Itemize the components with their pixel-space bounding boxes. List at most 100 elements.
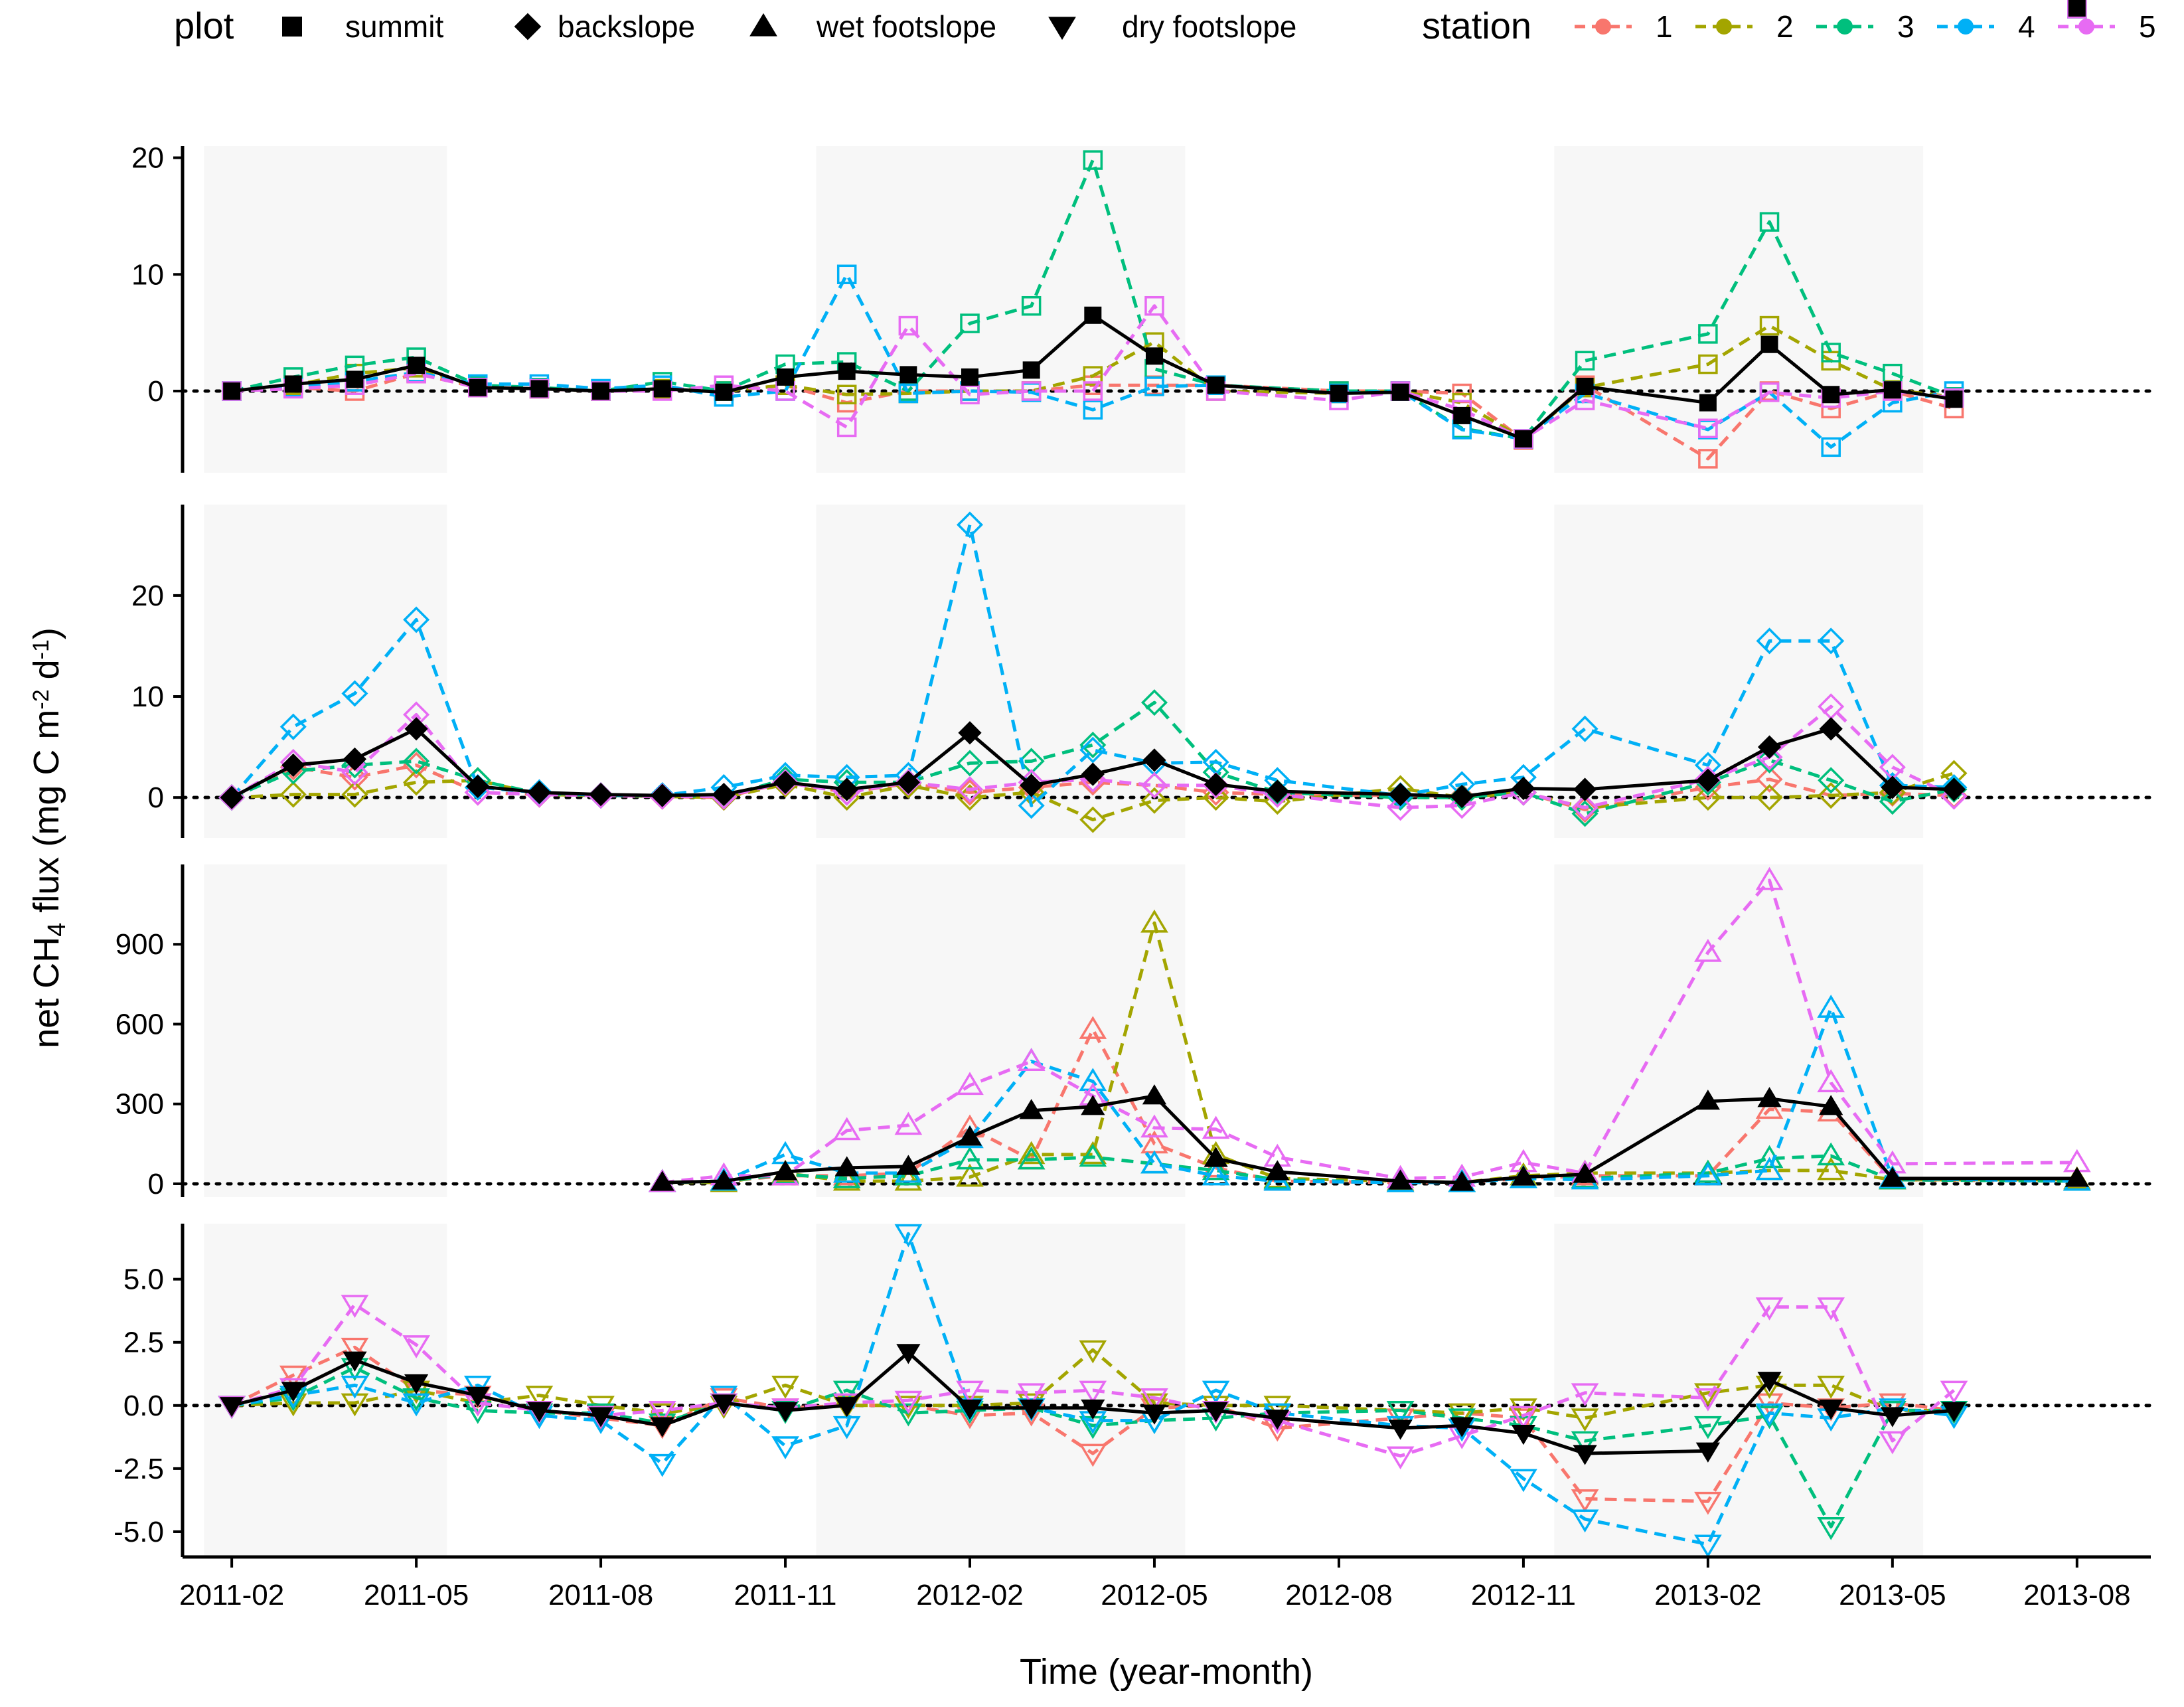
mean-point bbox=[1265, 779, 1289, 803]
station-5-point bbox=[1144, 295, 1164, 316]
mean-point bbox=[220, 785, 244, 809]
station-3-point bbox=[960, 313, 980, 333]
station-3-point bbox=[1017, 1146, 1046, 1170]
station-3-point bbox=[1698, 324, 1718, 344]
station-3-point bbox=[1571, 1431, 1599, 1455]
mean-point bbox=[1265, 1160, 1290, 1180]
station-4-point bbox=[403, 606, 430, 633]
shaded-period bbox=[816, 864, 1186, 1197]
x-tick-label: 2011-02 bbox=[179, 1579, 284, 1611]
station-5-point bbox=[956, 1072, 984, 1096]
mean-point bbox=[773, 1160, 798, 1180]
legend-label-station: 4 bbox=[2018, 9, 2035, 44]
mean-point bbox=[1819, 1399, 1843, 1420]
station-1-point bbox=[1079, 1443, 1107, 1467]
mean-point bbox=[651, 783, 674, 807]
mean-point bbox=[1084, 306, 1102, 324]
x-tick-label: 2012-05 bbox=[1101, 1579, 1208, 1611]
x-tick-label: 2013-05 bbox=[1839, 1579, 1946, 1611]
station-5-point bbox=[894, 1390, 923, 1414]
y-tick-label: 10 bbox=[131, 258, 164, 291]
station-4-point bbox=[1694, 1534, 1722, 1558]
station-1-point bbox=[1879, 1393, 1907, 1417]
station-4-point bbox=[1818, 627, 1845, 655]
station-4-point bbox=[1694, 1162, 1722, 1186]
mean-point bbox=[1204, 1147, 1228, 1167]
station-5-point bbox=[1759, 382, 1780, 402]
station-5-point bbox=[1755, 1297, 1784, 1321]
station-2-point bbox=[1079, 1141, 1107, 1165]
mean-point bbox=[404, 717, 428, 741]
mean-point bbox=[899, 366, 917, 384]
station-2-point bbox=[1694, 1383, 1722, 1407]
station-3-point bbox=[1202, 1157, 1230, 1180]
station-3-point bbox=[1079, 1143, 1107, 1167]
station-3-point bbox=[1817, 1142, 1845, 1166]
mean-line bbox=[662, 1094, 2077, 1184]
mean-point bbox=[281, 753, 305, 777]
mean-point bbox=[1757, 1087, 1782, 1107]
mean-point bbox=[1081, 1399, 1105, 1420]
station-4-line bbox=[230, 523, 1954, 807]
x-axis: 2011-02 2011-05 2011-08 2011-11 2012-02 2012-… bbox=[179, 1555, 2151, 1611]
panel-summit: 0 10 20 bbox=[131, 0, 2153, 473]
station-5-line bbox=[232, 304, 1954, 441]
mean-point bbox=[712, 1169, 736, 1190]
y-tick-label: 900 bbox=[116, 928, 164, 961]
mean-point bbox=[834, 1156, 859, 1177]
mean-point bbox=[896, 1344, 921, 1364]
station-5-point bbox=[1140, 1388, 1168, 1412]
station-5-point bbox=[956, 775, 984, 803]
station-5-point bbox=[960, 384, 980, 405]
station-5-point bbox=[1202, 1115, 1230, 1139]
station-2-point bbox=[833, 784, 860, 811]
mean-point bbox=[1760, 335, 1778, 353]
station-5-point bbox=[1017, 1383, 1046, 1407]
station-5-point bbox=[894, 1111, 923, 1135]
station-5-line bbox=[662, 878, 2077, 1184]
mean-point bbox=[773, 770, 797, 794]
y-axis-title: net CH4 flux (mg C m-2 d-1) bbox=[27, 627, 71, 1048]
x-tick-label: 2012-11 bbox=[1471, 1579, 1576, 1611]
station-3-point bbox=[1759, 212, 1780, 232]
legend-title-plot: plot bbox=[174, 5, 234, 46]
shaded-period bbox=[204, 864, 447, 1197]
mean-point bbox=[281, 1382, 305, 1402]
station-4-point bbox=[1571, 715, 1599, 742]
legend-label-station: 2 bbox=[1776, 9, 1794, 44]
mean-point bbox=[1511, 1165, 1536, 1186]
station-4-point bbox=[463, 1375, 492, 1399]
station-5-point bbox=[836, 417, 857, 438]
station-5-point bbox=[1140, 772, 1168, 799]
y-tick-label: 0 bbox=[148, 375, 164, 408]
panels: 0 10 20 0 10 20 0 300 600 900 -5.0 -2.5 0.0 2.5 5.0 bbox=[114, 0, 2153, 1558]
legend-label-plot: dry footslope bbox=[1122, 9, 1296, 44]
station-1-point bbox=[341, 1337, 369, 1361]
mean-point bbox=[592, 382, 610, 400]
station-2-point bbox=[1079, 1340, 1107, 1364]
station-4-point bbox=[771, 1436, 799, 1459]
mean-point bbox=[1696, 768, 1720, 792]
station-2-point bbox=[1263, 1396, 1292, 1420]
x-tick-label: 2012-02 bbox=[916, 1579, 1023, 1611]
station-2-point bbox=[403, 769, 430, 796]
y-axis-title-part: d bbox=[27, 659, 66, 689]
station-3-point bbox=[1386, 1400, 1415, 1424]
mean-point bbox=[1081, 762, 1105, 786]
station-4-point bbox=[832, 1416, 861, 1439]
mean-point bbox=[715, 383, 733, 401]
legend-point-station bbox=[1958, 19, 1974, 35]
station-5-point bbox=[1386, 1446, 1415, 1470]
mean-point bbox=[1453, 406, 1471, 424]
station-3-point bbox=[1575, 351, 1595, 371]
station-3-point bbox=[1818, 767, 1845, 794]
station-4-point bbox=[1821, 437, 1841, 457]
x-tick-label: 2013-02 bbox=[1654, 1579, 1761, 1611]
station-1-point bbox=[341, 764, 368, 791]
mean-point bbox=[896, 1155, 921, 1175]
x-tick-label: 2013-08 bbox=[2023, 1579, 2130, 1611]
mean-point bbox=[712, 782, 736, 807]
station-4-point bbox=[894, 1224, 923, 1248]
station-2-point bbox=[1818, 782, 1845, 809]
mean-point bbox=[1388, 782, 1413, 807]
